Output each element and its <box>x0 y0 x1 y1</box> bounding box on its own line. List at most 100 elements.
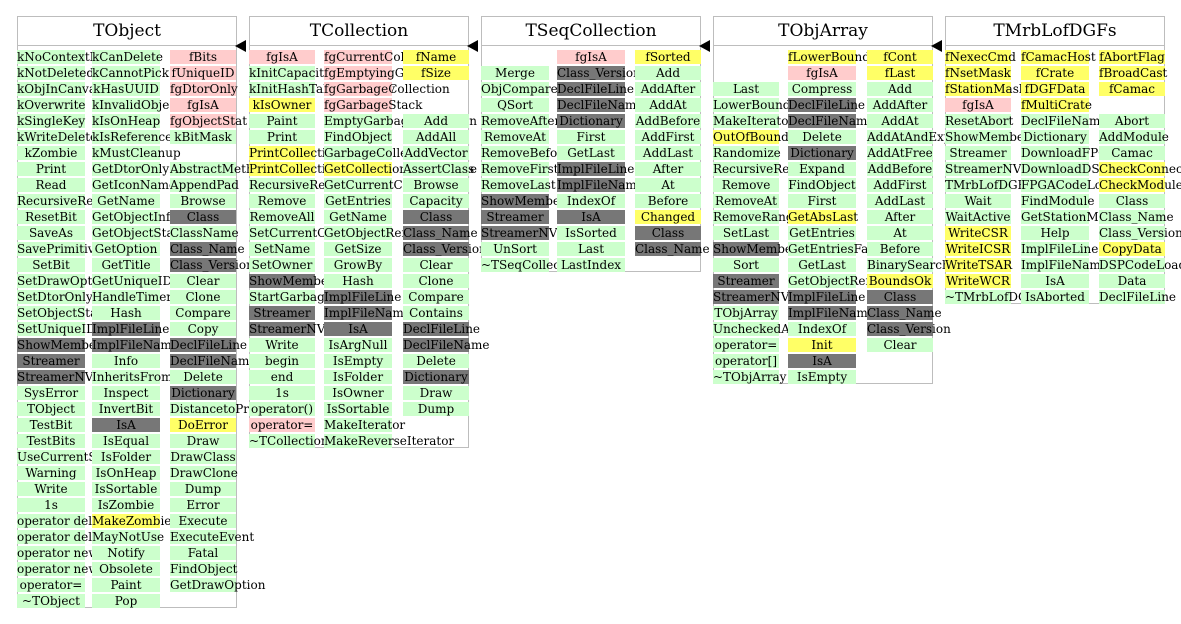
member-cell: Delete <box>170 370 236 384</box>
member-cell: Class_Version <box>170 258 254 272</box>
member-cell: Changed <box>635 210 701 224</box>
member-cell: begin <box>249 354 315 368</box>
member-cell: BoundsOk <box>867 274 933 288</box>
member-cell: Class_Name <box>635 242 710 256</box>
member-cell: Compare <box>170 306 236 320</box>
member-cell: ResetBit <box>17 210 85 224</box>
member-cell: RecursiveRemove <box>17 194 126 208</box>
member-cell: ShowMembers <box>713 242 804 256</box>
member-cell: fgEmptyingGarbage <box>324 66 447 80</box>
member-cell: After <box>867 210 933 224</box>
member-cell: RemoveBefore <box>481 146 571 160</box>
member-cell <box>403 82 469 96</box>
member-cell <box>403 98 469 112</box>
class-title: TObject <box>17 16 237 46</box>
member-cell: UseCurrentStyle <box>17 450 120 464</box>
member-cell: fLast <box>867 66 933 80</box>
member-cell: IsAborted <box>1021 290 1089 304</box>
member-cell: Class_Version <box>1099 226 1181 240</box>
member-cell: AppendPad <box>170 178 239 192</box>
member-cell: kCanDelete <box>92 50 163 64</box>
member-cell: IsOnHeap <box>92 466 160 480</box>
member-cell: SetDtorOnly <box>17 290 93 304</box>
member-cell: Obsolete <box>92 562 160 576</box>
member-cell: Execute <box>170 514 236 528</box>
member-cell: PrintCollectionEntry <box>249 146 375 160</box>
member-cell: Clone <box>170 290 236 304</box>
member-cell: Class <box>635 226 701 240</box>
member-cell: DeclFileName <box>557 98 644 112</box>
member-cell: At <box>635 178 701 192</box>
member-cell: Dictionary <box>1021 130 1089 144</box>
member-cell: ImplFileName <box>92 338 179 352</box>
member-cell: MakeZombie <box>92 514 172 528</box>
member-cell: TestBit <box>17 418 85 432</box>
member-cell: DeclFileName <box>170 354 257 368</box>
member-cell: FindObject <box>324 130 392 144</box>
member-cell: DoError <box>170 418 236 432</box>
member-cell: Streamer <box>713 274 779 288</box>
member-cell: DeclFileLine <box>557 82 635 96</box>
member-cell: Read <box>17 178 85 192</box>
member-cell: kWriteDelete <box>17 130 98 144</box>
member-cell: Class <box>170 210 236 224</box>
member-cell: LastIndex <box>557 258 625 272</box>
member-cell: end <box>249 370 315 384</box>
member-cell: RemoveAfter <box>481 114 561 128</box>
member-cell: Expand <box>788 162 856 176</box>
member-cell: IsArgNull <box>324 338 392 352</box>
member-cell: Fatal <box>170 546 236 560</box>
member-cell: IsSorted <box>557 226 625 240</box>
member-cell: RemoveFirst <box>481 162 559 176</box>
member-cell: Error <box>170 498 236 512</box>
member-cell: Print <box>249 130 315 144</box>
member-cell: Hash <box>92 306 160 320</box>
member-cell: fSorted <box>635 50 701 64</box>
member-cell: Class_Version <box>403 242 487 256</box>
member-cell: fBits <box>170 50 236 64</box>
member-cell: DeclFileLine <box>403 322 481 336</box>
member-cell: MakeIterator <box>324 418 406 432</box>
member-cell: MakeIterator <box>713 114 795 128</box>
member-cell: fgDtorOnly <box>170 82 238 96</box>
member-cell: kSingleKey <box>17 114 86 128</box>
member-cell: 1s <box>249 386 315 400</box>
member-cell: fUniqueID <box>170 66 236 80</box>
member-cell: 1s <box>17 498 85 512</box>
member-cell: ImplFileLine <box>1021 242 1099 256</box>
member-cell: Hash <box>324 274 392 288</box>
member-cell: GetObjectStat <box>92 226 179 240</box>
member-cell: Delete <box>403 354 469 368</box>
member-cell: AddAtAndExpand <box>867 130 975 144</box>
member-cell: fNsetMask <box>945 66 1011 80</box>
member-cell: StartGarbageCollection <box>249 290 394 304</box>
member-cell: FindModule <box>1021 194 1095 208</box>
member-cell: Class_Name <box>867 306 942 320</box>
member-cell: SysError <box>17 386 85 400</box>
member-cell: Add <box>403 114 469 128</box>
member-cell: RecursiveRemove <box>249 178 358 192</box>
member-cell: Class_Name <box>1099 210 1174 224</box>
member-cell: FindObject <box>170 562 238 576</box>
member-cell: SetBit <box>17 258 85 272</box>
member-cell: operator[] <box>713 354 779 368</box>
member-cell: GetName <box>324 210 392 224</box>
member-cell: Remove <box>713 178 779 192</box>
member-cell: AddBefore <box>867 162 933 176</box>
member-cell: AddFirst <box>867 178 933 192</box>
member-cell: Write <box>249 338 315 352</box>
member-cell: DownloadDSPCode <box>1021 162 1139 176</box>
member-cell: kIsReferenced <box>92 130 180 144</box>
member-cell: fgCurrentCollection <box>324 50 446 64</box>
member-cell: AddAt <box>867 114 933 128</box>
member-cell: fgGarbageCollection <box>324 82 450 96</box>
member-cell: Delete <box>788 130 856 144</box>
member-cell: TestBits <box>17 434 85 448</box>
member-cell: RemoveAt <box>481 130 549 144</box>
member-cell: GetIconName <box>92 178 177 192</box>
member-cell: Contains <box>403 306 469 320</box>
member-cell: Abort <box>1099 114 1165 128</box>
member-cell: fCamacHost <box>1021 50 1096 64</box>
member-cell: SetName <box>249 242 315 256</box>
member-cell: IsA <box>1021 274 1089 288</box>
